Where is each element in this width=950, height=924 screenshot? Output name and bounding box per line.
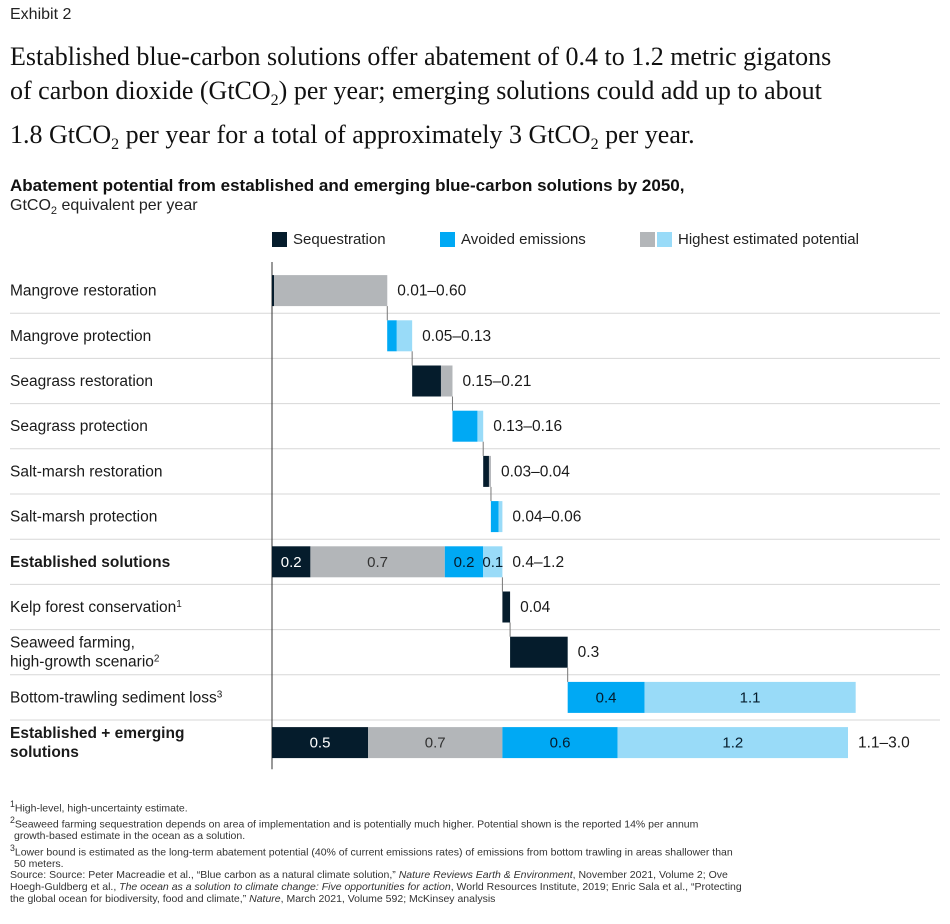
bar-segment-high_light bbox=[644, 681, 856, 713]
segment-value-label: 1.2 bbox=[722, 735, 743, 752]
row-label: Established + emerging bbox=[10, 725, 184, 742]
row-label: Kelp forest conservation1 bbox=[10, 599, 182, 617]
row-label: Seagrass protection bbox=[10, 418, 148, 435]
range-label: 0.4–1.2 bbox=[512, 554, 564, 571]
chart-units: GtCO2 equivalent per year bbox=[10, 197, 198, 218]
segment-value-label: 0.4 bbox=[596, 689, 617, 706]
legend-avoided-emissions: Avoided emissions bbox=[440, 231, 586, 248]
bar-segment-high_gray bbox=[310, 546, 445, 578]
bar-segment-seq bbox=[483, 455, 489, 487]
bar-segment-avoided bbox=[452, 410, 478, 442]
waterfall-chart: Mangrove restoration 0.01–0.60 Mangrove pr… bbox=[10, 262, 940, 770]
bar-segment-seq bbox=[510, 636, 568, 668]
segment-value-label: 0.7 bbox=[425, 735, 446, 752]
bar-segment-high_gray bbox=[274, 275, 388, 307]
bar-segment-seq bbox=[272, 546, 311, 578]
exhibit-label: Exhibit 2 bbox=[10, 6, 72, 23]
range-label: 0.03–0.04 bbox=[501, 463, 570, 480]
source-line: Source: Source: Peter Macreadie et al., … bbox=[10, 869, 728, 882]
bar-segment-high_gray bbox=[368, 727, 503, 759]
range-label: 0.01–0.60 bbox=[397, 283, 466, 300]
legend-highest-potential: Highest estimated potential bbox=[640, 231, 859, 248]
footnote-3: 3Lower bound is estimated as the long-te… bbox=[10, 842, 733, 859]
range-label: 0.13–0.16 bbox=[493, 418, 562, 435]
segment-value-label: 0.1 bbox=[482, 554, 503, 571]
row-label: high-growth scenario2 bbox=[10, 653, 160, 671]
bar-segment-avoided bbox=[387, 320, 397, 352]
bar-segment-high_light bbox=[483, 546, 503, 578]
legend-sequestration: Sequestration bbox=[272, 231, 386, 248]
range-label: 0.15–0.21 bbox=[462, 373, 531, 390]
footnote-1: 1High-level, high-uncertainty estimate. bbox=[10, 799, 188, 815]
bar-segment-high_light bbox=[617, 727, 848, 759]
legend-swatch-highest-light bbox=[657, 232, 672, 247]
row-label: Seagrass restoration bbox=[10, 373, 153, 390]
row-label: Bottom-trawling sediment loss3 bbox=[10, 689, 223, 707]
bar-segment-avoided bbox=[502, 727, 618, 759]
row-label: Salt-marsh restoration bbox=[10, 463, 162, 480]
footnote-2: 2Seaweed farming sequestration depends o… bbox=[10, 815, 699, 831]
segment-value-label: 0.6 bbox=[550, 735, 571, 752]
footnotes: 1High-level, high-uncertainty estimate. … bbox=[10, 799, 930, 905]
bar-segment-avoided bbox=[490, 501, 499, 533]
segment-value-label: 0.2 bbox=[281, 554, 302, 571]
bar-segment-high_light bbox=[396, 320, 413, 352]
segment-value-label: 0.5 bbox=[310, 735, 331, 752]
range-label: 0.3 bbox=[578, 644, 600, 661]
bar-segment-avoided bbox=[444, 546, 484, 578]
row-label: Established solutions bbox=[10, 554, 170, 571]
segment-value-label: 0.7 bbox=[367, 554, 388, 571]
bar-segment-seq bbox=[272, 275, 274, 307]
headline: Established blue-carbon solutions offer … bbox=[10, 42, 832, 154]
segment-value-label: 1.1 bbox=[740, 689, 761, 706]
bar-segment-seq bbox=[412, 365, 441, 397]
chart-title: Abatement potential from established and… bbox=[10, 176, 685, 195]
legend-swatch-avoided bbox=[440, 232, 455, 247]
bar-segment-avoided bbox=[567, 681, 645, 713]
bar-segment-high_gray bbox=[440, 365, 453, 397]
row-label: Salt-marsh protection bbox=[10, 509, 157, 526]
legend-swatch-highest-gray bbox=[640, 232, 655, 247]
row-label: Mangrove protection bbox=[10, 328, 151, 345]
legend-swatch-sequestration bbox=[272, 232, 287, 247]
bar-segment-seq bbox=[272, 727, 368, 759]
row-label: Mangrove restoration bbox=[10, 283, 156, 300]
row-label: Seaweed farming, bbox=[10, 635, 135, 652]
range-label: 1.1–3.0 bbox=[858, 735, 910, 752]
bar-segment-high_light bbox=[498, 501, 503, 533]
range-label: 0.04 bbox=[520, 599, 551, 616]
bar-segment-seq bbox=[502, 591, 511, 623]
range-label: 0.04–0.06 bbox=[512, 509, 581, 526]
row-label: solutions bbox=[10, 744, 79, 761]
range-label: 0.05–0.13 bbox=[422, 328, 491, 345]
segment-value-label: 0.2 bbox=[454, 554, 475, 571]
bar-segment-high_gray bbox=[488, 455, 491, 487]
bar-segment-high_light bbox=[477, 410, 484, 442]
